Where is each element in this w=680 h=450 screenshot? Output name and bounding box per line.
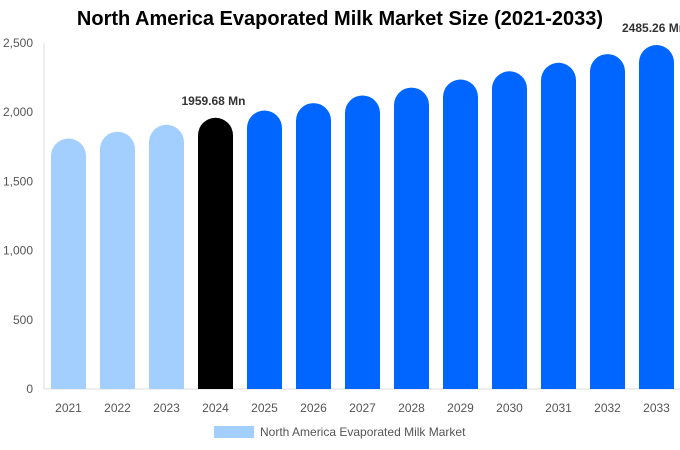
y-tick-label: 2,000	[3, 105, 33, 119]
bar-2023	[149, 124, 184, 390]
bar-2021	[51, 138, 86, 389]
x-tick-label: 2025	[251, 401, 278, 415]
y-tick-label: 0	[26, 382, 33, 396]
y-tick-label: 1,500	[3, 174, 33, 188]
bar-2026	[296, 103, 331, 389]
data-label: 2485.26 Mn	[622, 21, 680, 35]
bar-2027	[345, 95, 380, 389]
x-tick-label: 2028	[398, 401, 425, 415]
y-tick-label: 2,500	[3, 36, 33, 50]
x-tick-label: 2032	[594, 401, 621, 415]
bar-2022	[100, 131, 135, 389]
data-label: 1959.68 Mn	[181, 94, 245, 108]
x-tick-label: 2033	[643, 401, 670, 415]
x-tick-label: 2027	[349, 401, 376, 415]
legend-swatch	[214, 426, 254, 438]
x-tick-label: 2024	[202, 401, 229, 415]
y-tick-label: 500	[13, 313, 33, 327]
chart-title: North America Evaporated Milk Market Siz…	[76, 8, 604, 30]
x-tick-label: 2030	[496, 401, 523, 415]
legend-label: North America Evaporated Milk Market	[260, 425, 466, 439]
x-tick-label: 2026	[300, 401, 327, 415]
x-tick-label: 2021	[55, 401, 82, 415]
x-tick-label: 2022	[104, 401, 131, 415]
bar-2030	[492, 71, 527, 390]
bar-2029	[443, 79, 478, 389]
x-tick-label: 2023	[153, 401, 180, 415]
legend: North America Evaporated Milk Market	[214, 425, 465, 439]
y-tick-label: 1,000	[3, 244, 33, 258]
bar-2028	[394, 87, 429, 390]
bar-2025	[247, 110, 282, 389]
x-tick-label: 2031	[545, 401, 572, 415]
bar-2024	[198, 117, 233, 390]
x-tick-label: 2029	[447, 401, 474, 415]
bar-2031	[541, 62, 576, 389]
bar-2033	[639, 45, 674, 390]
bar-2032	[590, 54, 625, 390]
